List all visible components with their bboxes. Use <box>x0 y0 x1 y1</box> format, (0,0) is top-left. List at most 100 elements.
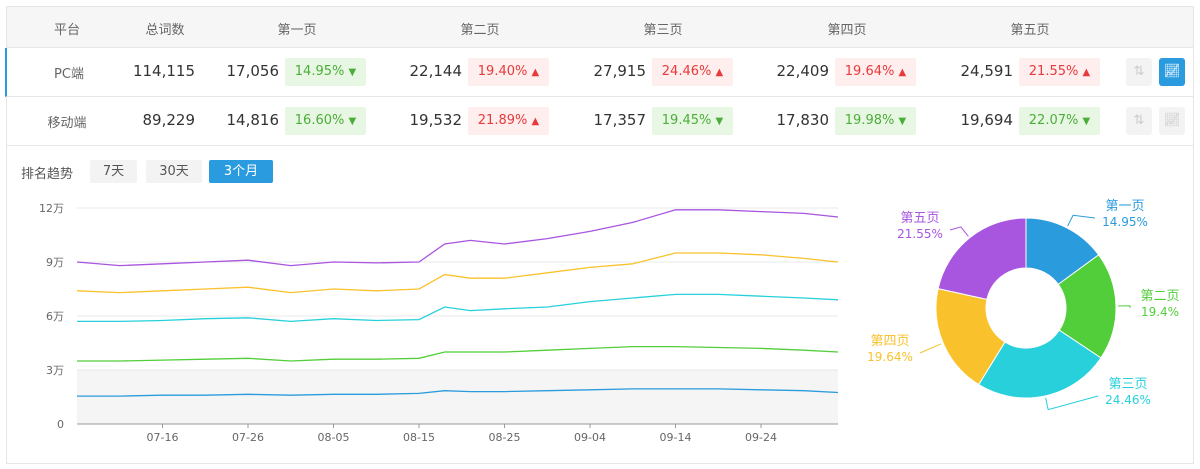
percent-value: 19.40% <box>477 64 528 79</box>
page4-percent-badge: 19.98% ▼ <box>835 107 916 135</box>
page3-percent-badge: 19.45% ▼ <box>652 107 733 135</box>
x-tick-label: 08-15 <box>403 431 435 444</box>
page4-percent-badge: 19.64% ▲ <box>835 58 916 86</box>
page1-count: 17,056 <box>226 62 280 80</box>
series-line-0 <box>76 209 839 267</box>
x-tick-label: 07-26 <box>232 431 264 444</box>
slice-percent: 19.4% <box>1141 305 1179 319</box>
y-tick-label: 6万 <box>46 310 64 323</box>
label-leader <box>919 343 942 354</box>
page2-count: 22,144 <box>409 62 463 80</box>
total-count: 114,115 <box>132 62 195 80</box>
slice-label: 第一页 <box>1105 199 1144 214</box>
rank-panel <box>6 6 1194 464</box>
percent-value: 19.45% <box>661 113 712 128</box>
arrow-up-icon: ▲ <box>715 67 724 78</box>
header-page4: 第四页 <box>827 23 867 38</box>
percent-value: 19.98% <box>844 113 895 128</box>
slice-page3[interactable] <box>977 329 1102 399</box>
range-3m-button[interactable]: 3个月 <box>209 160 273 183</box>
arrow-up-icon: ▲ <box>1082 67 1091 78</box>
header-total: 总词数 <box>145 23 185 38</box>
series-line-2 <box>77 293 839 323</box>
table-row-pc: PC端 114,115 17,056 14.95% ▼ 22,144 19.40% ▲ 27… <box>5 48 1193 97</box>
label-leader <box>1067 214 1096 227</box>
page5-count: 19,694 <box>960 111 1014 129</box>
percent-value: 21.55% <box>1028 64 1079 79</box>
x-tick-label: 09-14 <box>660 431 692 444</box>
page2-percent-badge: 19.40% ▲ <box>468 58 549 86</box>
x-tick-label: 07-16 <box>147 431 179 444</box>
slice-label: 第四页 <box>870 334 909 349</box>
page5-percent-badge: 22.07% ▼ <box>1019 107 1100 135</box>
x-tick-label: 09-04 <box>574 431 606 444</box>
page4-count: 17,830 <box>776 111 830 129</box>
header-page5: 第五页 <box>1010 23 1050 38</box>
platform-name: 移动端 <box>47 116 87 131</box>
slice-label: 第五页 <box>900 211 939 226</box>
table-header: 平台 总词数 第一页 第二页 第三页 第四页 第五页 <box>7 7 1193 48</box>
total-count: 89,229 <box>142 111 196 129</box>
label-leader <box>949 226 969 237</box>
slice-percent: 21.55% <box>897 227 943 241</box>
x-tick-label: 09-24 <box>745 431 777 444</box>
trend-line-chart: 0 3万 6万 9万 12万 07-16 07-26 08-05 08-15 08-25 09-04… <box>39 202 839 444</box>
sort-arrows-icon[interactable]: ⇅ <box>1126 58 1152 86</box>
header-page2: 第二页 <box>460 23 500 38</box>
slice-label: 第二页 <box>1140 289 1179 304</box>
page1-percent-badge: 16.60% ▼ <box>285 107 366 135</box>
x-tick-label: 08-25 <box>489 431 521 444</box>
slice-page4[interactable] <box>935 288 1006 386</box>
arrow-up-icon: ▲ <box>531 116 540 127</box>
platform-name: PC端 <box>54 67 84 82</box>
arrow-down-icon: ▼ <box>1082 116 1091 127</box>
page3-count: 17,357 <box>593 111 647 129</box>
arrow-down-icon: ▼ <box>348 116 357 127</box>
slice-page5[interactable] <box>937 217 1027 300</box>
page1-count: 14,816 <box>226 111 280 129</box>
percent-value: 21.89% <box>477 113 528 128</box>
series-line-4 <box>77 388 839 397</box>
percent-value: 14.95% <box>294 64 345 79</box>
page4-count: 22,409 <box>776 62 830 80</box>
slice-percent: 19.64% <box>867 350 913 364</box>
range-30d-button[interactable]: 30天 <box>146 160 202 183</box>
y-tick-label: 9万 <box>46 256 64 269</box>
y-tick-label: 0 <box>57 418 64 431</box>
page5-count: 24,591 <box>960 62 1014 80</box>
arrow-down-icon: ▼ <box>715 116 724 127</box>
series-line-1 <box>76 252 839 294</box>
page2-count: 19,532 <box>409 111 463 129</box>
page1-percent-badge: 14.95% ▼ <box>285 58 366 86</box>
trend-chart-icon[interactable]: 📈︎ <box>1159 107 1185 135</box>
trend-chart-icon[interactable]: 📈︎ <box>1159 58 1185 86</box>
page5-percent-badge: 21.55% ▲ <box>1019 58 1100 86</box>
series-line-3 <box>77 345 839 362</box>
slice-label: 第三页 <box>1108 377 1147 392</box>
slice-percent: 24.46% <box>1105 393 1151 407</box>
header-page3: 第三页 <box>643 23 683 38</box>
slice-percent: 14.95% <box>1102 215 1148 229</box>
range-7d-button[interactable]: 7天 <box>90 160 137 183</box>
page2-percent-badge: 21.89% ▲ <box>468 107 549 135</box>
sort-arrows-icon[interactable]: ⇅ <box>1126 107 1152 135</box>
arrow-down-icon: ▼ <box>898 116 907 127</box>
label-leader <box>1045 395 1099 411</box>
header-page1: 第一页 <box>277 23 317 38</box>
page3-percent-badge: 24.46% ▲ <box>652 58 733 86</box>
percent-value: 24.46% <box>661 64 712 79</box>
percent-value: 16.60% <box>294 113 345 128</box>
arrow-up-icon: ▲ <box>898 67 907 78</box>
y-tick-label: 3万 <box>46 364 64 377</box>
percent-value: 19.64% <box>844 64 895 79</box>
header-platform: 平台 <box>53 23 81 38</box>
arrow-down-icon: ▼ <box>348 67 357 78</box>
x-tick-label: 08-05 <box>318 431 350 444</box>
trend-label: 排名趋势 <box>21 167 74 182</box>
label-leader <box>1117 305 1131 309</box>
page3-count: 27,915 <box>593 62 647 80</box>
chart-band <box>77 370 838 424</box>
y-tick-label: 12万 <box>39 202 64 215</box>
table-row-mobile: 移动端 89,229 14,816 16.60% ▼ 19,532 21.89% ▲ 17,… <box>7 97 1193 146</box>
